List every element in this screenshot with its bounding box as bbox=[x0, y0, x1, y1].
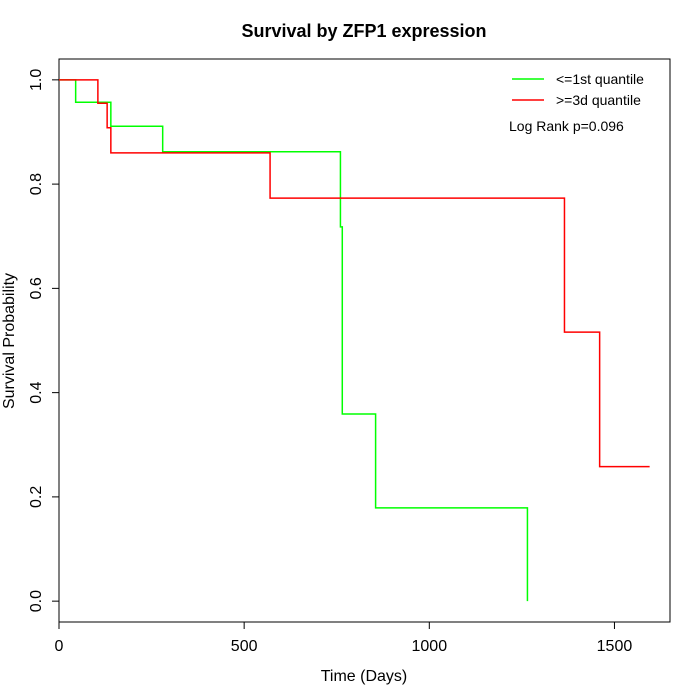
y-tick-label: 0.4 bbox=[28, 381, 45, 403]
survival-curve-series-0 bbox=[59, 79, 529, 602]
legend: <=1st quantile >=3d quantile bbox=[512, 71, 644, 108]
y-tick-label: 0.2 bbox=[28, 486, 45, 508]
plot-frame bbox=[58, 58, 671, 623]
survival-curve-series-1 bbox=[59, 79, 650, 468]
x-tick-label: 1000 bbox=[412, 638, 448, 655]
y-axis: 0.0 0.2 0.4 0.6 0.8 1.0 bbox=[28, 69, 60, 612]
legend-label-high: >=3d quantile bbox=[556, 92, 641, 108]
y-tick-label: 0.6 bbox=[28, 277, 45, 299]
y-axis-label: Survival Probability bbox=[1, 273, 18, 409]
log-rank-annotation: Log Rank p=0.096 bbox=[509, 118, 624, 134]
x-axis: 0 500 1000 1500 bbox=[55, 621, 633, 655]
y-tick-label: 1.0 bbox=[28, 69, 45, 91]
x-tick-label: 1500 bbox=[597, 638, 633, 655]
chart-title: Survival by ZFP1 expression bbox=[241, 21, 486, 41]
x-tick-label: 500 bbox=[231, 638, 258, 655]
y-tick-label: 0.8 bbox=[28, 173, 45, 195]
survival-curves bbox=[59, 79, 650, 602]
legend-label-low: <=1st quantile bbox=[556, 71, 644, 87]
x-tick-label: 0 bbox=[55, 638, 64, 655]
y-tick-label: 0.0 bbox=[28, 590, 45, 612]
x-axis-label: Time (Days) bbox=[321, 668, 408, 685]
